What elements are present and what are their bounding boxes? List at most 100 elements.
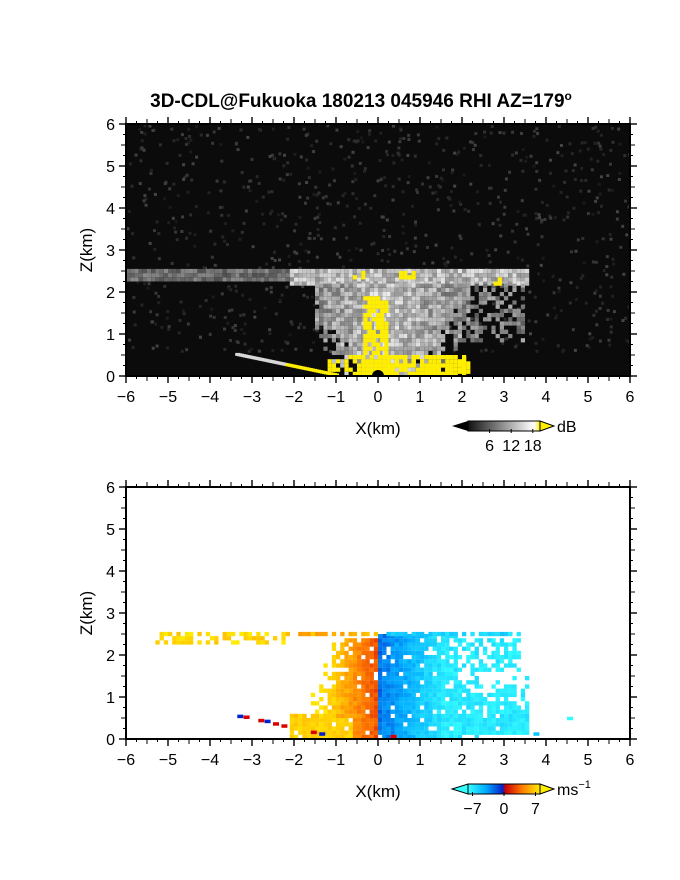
snr-noise-cell [221,235,225,239]
snr-colorbar-tick-label: 18 [524,438,542,455]
snr-cloud-cell [386,273,391,278]
snr-noise-cell [182,177,186,181]
velocity-cell [504,631,509,637]
snr-cloud-cell [344,277,349,282]
velocity-cell [163,631,169,637]
snr-noise-cell [353,171,357,175]
snr-cloud-cell [226,277,231,282]
snr-noise-cell [514,151,518,155]
snr-cloud-cell [142,273,147,278]
snr-cloud-cell [310,277,315,282]
snr-cloud-cell [352,268,357,274]
velocity-cell [365,663,370,668]
velocity-cell [310,722,316,727]
snr-echo-cell [478,296,483,301]
snr-noise-cell [511,229,515,233]
snr-echo-cell [319,304,324,309]
snr-echo-cell [411,308,416,313]
velocity-cell [432,692,437,698]
velocity-cell [319,688,324,693]
velocity-cell [470,709,475,714]
snr-echo-cell [436,350,441,355]
snr-echo-cell [390,304,395,309]
velocity-cell [474,730,479,735]
snr-echo-cell [415,342,420,347]
snr-echo-cell [331,334,336,339]
snr-echo-cell [512,283,517,288]
snr-noise-cell [149,168,153,172]
velocity-cell [449,646,454,651]
snr-noise-cell [326,202,330,206]
velocity-cell [453,650,458,656]
velocity-cell [319,722,324,727]
velocity-cell [453,730,458,735]
snr-noise-cell [387,140,391,144]
velocity-cell [407,726,412,731]
snr-cloud-cell [256,277,261,282]
snr-saturated-cell [378,363,383,368]
snr-cloud-cell [210,273,215,278]
snr-noise-cell [545,203,549,207]
velocity-cell [386,680,391,685]
velocity-cell [520,688,526,693]
velocity-cell [504,726,509,731]
snr-noise-cell [317,212,321,216]
snr-echo-cell [390,350,395,355]
snr-echo-cell [340,308,345,313]
snr-cloud-cell [281,273,286,278]
velocity-cell [449,655,454,660]
snr-noise-cell [434,190,438,194]
snr-noise-cell [498,223,502,227]
snr-noise-cell [265,262,269,266]
velocity-cell [394,659,400,664]
velocity-cell [428,709,433,714]
velocity-cell [520,730,526,735]
snr-noise-cell [540,200,544,204]
snr-cloud-cell [382,268,387,274]
snr-noise-cell [595,240,599,244]
snr-saturated-cell [449,359,454,364]
velocity-cell [369,734,374,739]
velocity-cell [449,697,454,702]
velocity-cell [331,676,337,681]
snr-cloud-cell [264,273,269,278]
snr-echo-cell [348,304,353,309]
velocity-cell [394,646,400,651]
snr-noise-cell [366,146,370,150]
snr-cloud-cell [390,277,395,282]
snr-saturated-cell [378,355,383,360]
velocity-cell [504,730,509,735]
velocity-cell [516,638,521,643]
snr-saturated-cell [399,271,404,276]
velocity-cell [369,718,374,723]
snr-noise-cell [186,141,190,145]
snr-noise-cell [337,338,341,342]
velocity-cell [365,671,370,677]
snr-echo-cell [474,304,479,309]
snr-noise-cell [591,212,595,216]
snr-echo-cell [403,308,408,313]
velocity-cell [373,667,379,672]
snr-cloud-cell [298,277,303,282]
snr-noise-cell [131,345,135,349]
snr-echo-cell [394,283,399,288]
snr-cloud-cell [319,273,324,278]
snr-noise-cell [376,252,380,256]
velocity-cell [462,713,467,719]
snr-noise-cell [538,216,542,220]
snr-cloud-cell [260,268,265,274]
velocity-cell [445,734,450,739]
snr-cloud-cell [180,268,185,274]
velocity-cell [336,650,341,656]
velocity-cell [436,734,442,739]
snr-saturated-cell [363,350,368,355]
velocity-cell [394,680,400,685]
velocity-cell [516,730,521,735]
snr-echo-cell [470,325,475,330]
velocity-cell [478,684,484,689]
velocity-y-tick-label: 5 [106,522,115,539]
velocity-cell [441,688,446,693]
velocity-cell [340,697,345,702]
velocity-cell [474,667,479,672]
velocity-cell [487,692,492,698]
